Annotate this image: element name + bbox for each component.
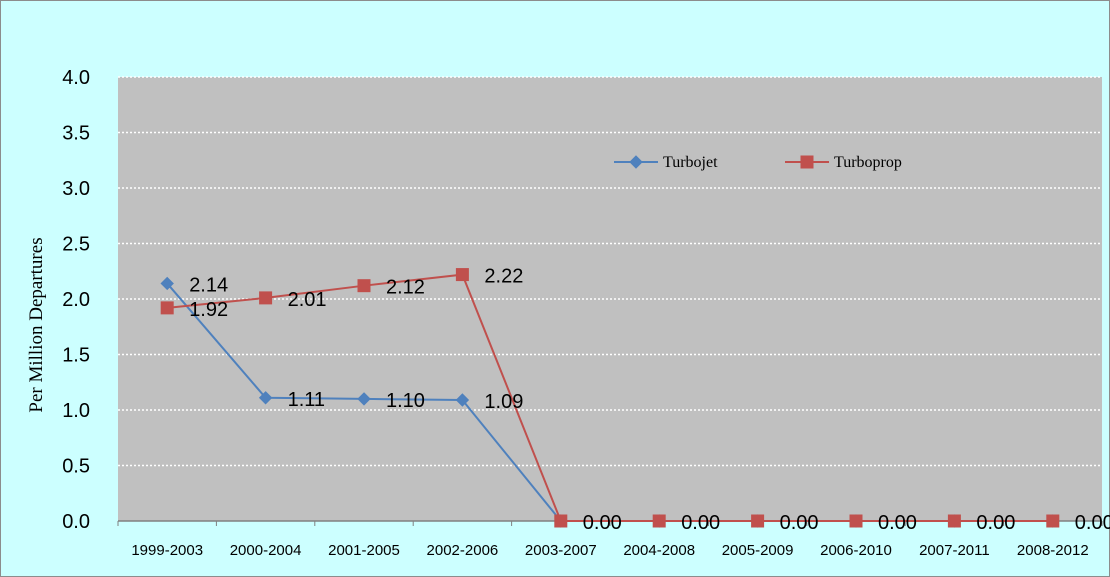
turboprop-point [259,291,273,305]
turbojet-point [357,392,371,406]
y-axis-title: Per Million Departures [26,237,47,412]
legend-item-turboprop: Turboprop [785,154,902,171]
turboprop-point [554,514,568,528]
series-layer [160,268,1060,528]
y-tick-label: 2.5 [62,234,90,256]
x-tick-label: 2008-2012 [1017,542,1089,559]
turboprop-data-label: 2.01 [288,289,327,311]
turboprop-point [652,514,666,528]
turboprop-point [947,514,961,528]
x-tick-label: 2007-2011 [919,542,990,559]
y-tick-label: 4.0 [62,67,90,89]
gridlines [118,76,1102,467]
y-tick-label: 0.5 [62,456,90,478]
y-tick-label: 3.5 [62,123,90,145]
turboprop-data-label: 0.00 [878,512,917,534]
turboprop-data-label: 0.00 [976,512,1015,534]
legend-marker [629,155,643,169]
turboprop-data-label: 0.00 [780,512,819,534]
y-tick-label: 2.0 [62,289,90,311]
legend: Turbojet Turboprop [614,154,902,171]
x-tick-label: 2005-2009 [722,542,794,559]
y-tick-label: 3.0 [62,178,90,200]
turbojet-point [258,391,273,405]
turboprop-data-label: 2.12 [386,277,425,299]
turboprop-point [849,514,863,528]
turboprop-line [167,273,1053,522]
x-tick-label: 2003-2007 [525,542,597,559]
turboprop-point [357,279,371,293]
x-tick-label: 2004-2008 [623,542,695,559]
legend-label: Turbojet [663,154,718,171]
turboprop-data-label: 0.00 [681,512,720,534]
x-tick-label: 2001-2005 [328,542,400,559]
turbojet-point [455,393,470,407]
turboprop-data-label: 1.92 [189,299,228,321]
legend-label: Turboprop [834,154,902,171]
turbojet-data-label: 1.10 [386,390,425,412]
turboprop-data-label: 0.00 [1075,512,1110,534]
y-axis-ticks: 0.0 0.5 1.0 1.5 2.0 2.5 3.0 3.5 4.0 [62,67,90,533]
turboprop-point [160,301,174,315]
turbojet-data-label: 1.09 [484,391,523,413]
turboprop-point [751,514,765,528]
x-axis-tick-labels: 1999-2003 2000-2004 2001-2005 2002-2006 2003… [131,542,1088,559]
x-tick-label: 2006-2010 [820,542,892,559]
turboprop-data-label: 2.22 [484,266,523,288]
turbojet-data-label: 1.11 [288,389,325,411]
series-turboprop [160,268,1060,528]
legend-marker [800,155,814,169]
x-tick-label: 2002-2006 [427,542,499,559]
x-tick-label: 1999-2003 [131,542,203,559]
y-tick-label: 1.0 [62,400,90,422]
turboprop-point [455,268,469,282]
legend-item-turbojet: Turbojet [614,154,718,171]
turboprop-data-label: 0.00 [583,512,622,534]
x-tick-label: 2000-2004 [230,542,302,559]
turboprop-point [1046,514,1060,528]
y-tick-label: 0.0 [62,511,90,533]
y-tick-label: 1.5 [62,345,90,367]
data-labels: 2.14 1.11 1.10 1.09 1.92 2.01 2.12 2.22 0.00 0.00… [189,266,1110,534]
turbojet-point [160,276,174,291]
turbojet-data-label: 2.14 [189,274,228,296]
